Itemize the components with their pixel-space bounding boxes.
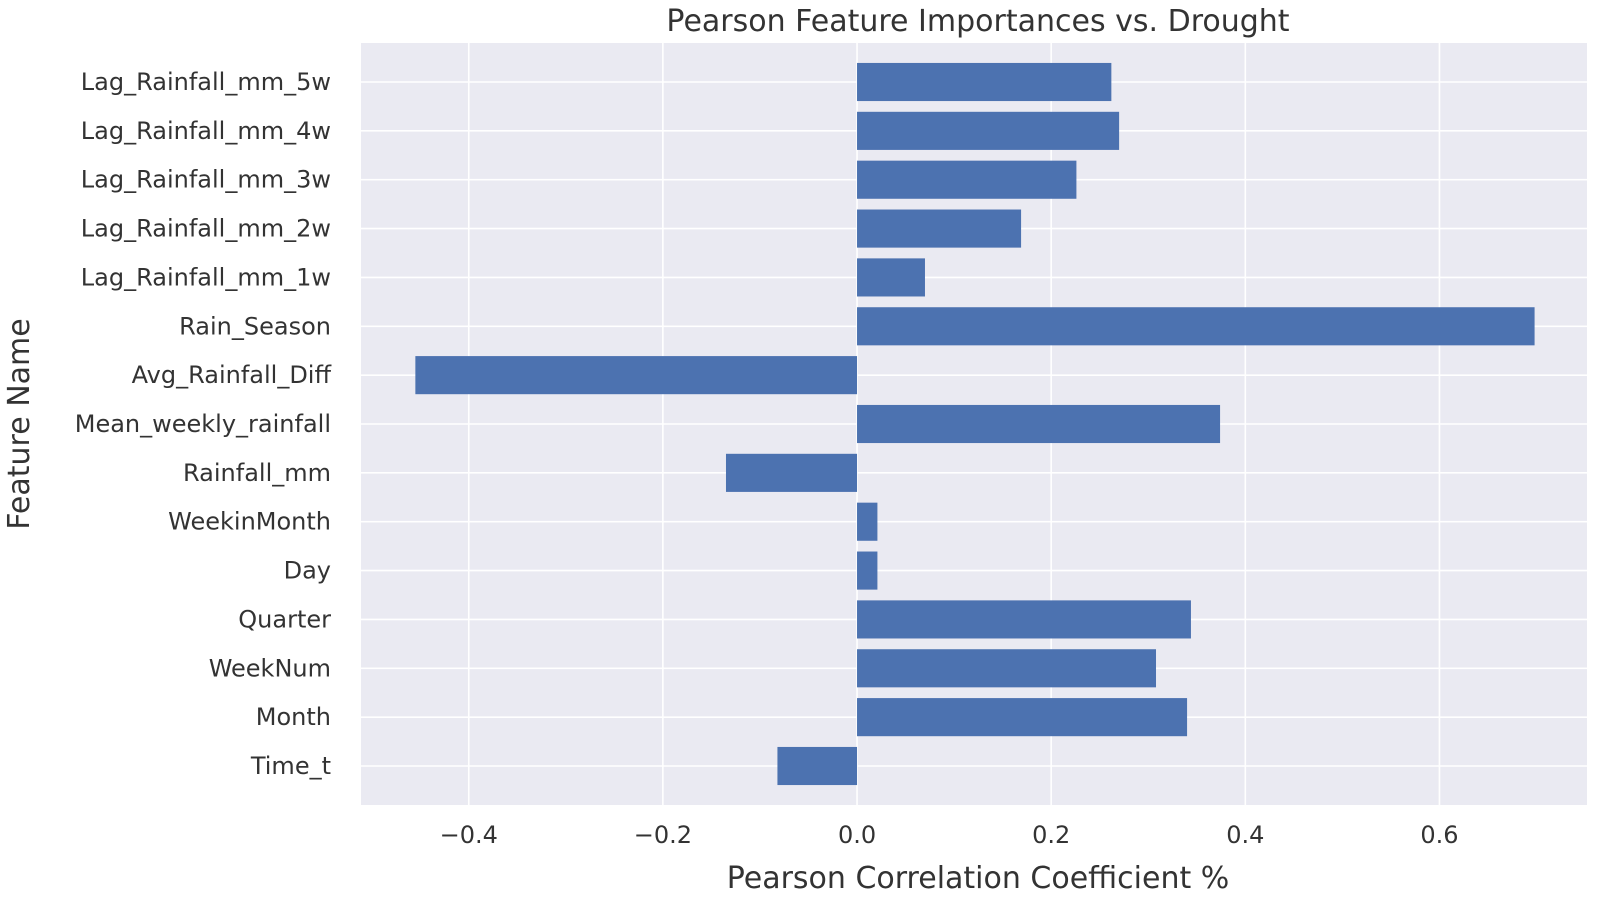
y-tick-label: Lag_Rainfall_mm_5w [81, 68, 331, 96]
y-tick-labels: Lag_Rainfall_mm_5w Lag_Rainfall_mm_4w Lag_… [75, 68, 332, 780]
bar-lag-rainfall-mm-3w [857, 160, 1077, 199]
bar-weeknum [857, 649, 1157, 688]
bar-rainfall-mm [725, 453, 858, 492]
bar-lag-rainfall-mm-5w [857, 62, 1112, 102]
bar-mean-weekly-rainfall [857, 404, 1221, 444]
y-tick-label: Lag_Rainfall_mm_3w [81, 166, 331, 194]
y-tick-label: Time_t [250, 752, 331, 780]
y-tick-label: Mean_weekly_rainfall [75, 410, 331, 438]
bar-avg-rainfall-diff [415, 356, 858, 395]
bar-quarter [857, 600, 1191, 639]
bar-lag-rainfall-mm-4w [857, 111, 1120, 150]
bar-lag-rainfall-mm-1w [857, 258, 925, 297]
x-tick-label: −0.2 [634, 821, 692, 849]
bars [415, 62, 1535, 786]
bar-time-t [777, 746, 858, 786]
bar-day [857, 551, 878, 590]
x-tick-label: 0.2 [1032, 821, 1070, 849]
x-tick-labels: −0.4 −0.2 0.0 0.2 0.4 0.6 [440, 821, 1459, 849]
bar-month [857, 698, 1188, 737]
y-tick-label: Rainfall_mm [183, 459, 331, 487]
y-tick-label: Day [284, 557, 331, 585]
y-tick-label: WeekinMonth [168, 508, 331, 536]
y-tick-label: Lag_Rainfall_mm_1w [81, 263, 331, 291]
bar-weekinmonth [857, 502, 878, 541]
y-tick-label: Lag_Rainfall_mm_4w [81, 117, 331, 145]
y-tick-label: Lag_Rainfall_mm_2w [81, 215, 331, 243]
y-tick-label: Month [256, 703, 331, 731]
x-tick-label: 0.6 [1420, 821, 1458, 849]
x-axis-title: Pearson Correlation Coefficient % [727, 861, 1230, 896]
bar-lag-rainfall-mm-2w [857, 209, 1022, 248]
chart-title: Pearson Feature Importances vs. Drought [666, 4, 1289, 39]
bar-rain-season [857, 307, 1535, 346]
x-tick-label: −0.4 [440, 821, 498, 849]
x-tick-label: 0.4 [1226, 821, 1264, 849]
x-tick-label: 0.0 [838, 821, 876, 849]
y-tick-label: Quarter [238, 605, 331, 633]
y-axis-title: Feature Name [2, 318, 37, 529]
y-tick-label: WeekNum [209, 654, 331, 682]
y-tick-label: Avg_Rainfall_Diff [132, 361, 332, 389]
y-tick-label: Rain_Season [179, 312, 331, 340]
